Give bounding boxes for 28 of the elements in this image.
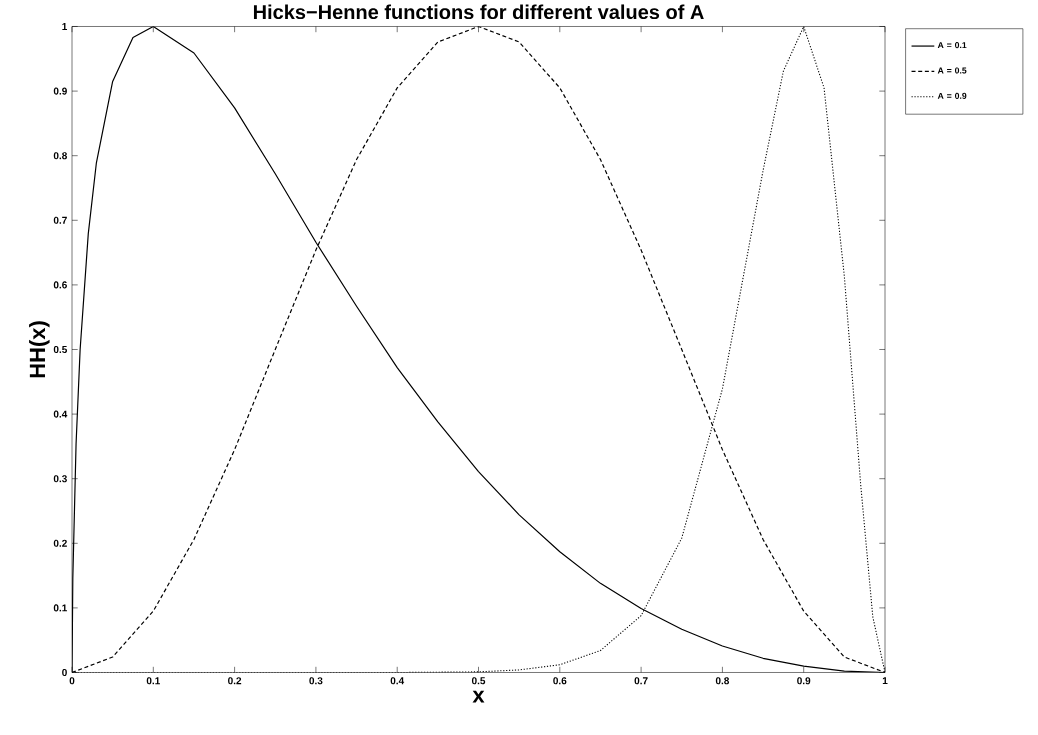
x-tick-label: 0.5 <box>471 677 486 685</box>
x-tick-label: 0.4 <box>390 677 405 685</box>
chart-title: Hicks−Henne functions for different values of A <box>253 4 704 20</box>
x-tick-label: 0.3 <box>309 677 323 685</box>
y-tick-label: 0.6 <box>53 281 67 289</box>
x-tick-label: 0.6 <box>553 677 567 685</box>
x-tick-label: 0.9 <box>797 677 811 685</box>
y-tick-label: 0.5 <box>53 346 68 354</box>
x-tick-label: 1 <box>882 677 888 685</box>
y-tick-label: 0 <box>62 669 67 677</box>
legend-label: A = 0.9 <box>937 93 967 100</box>
y-tick-label: 0.2 <box>53 540 67 548</box>
y-tick-label: 0.1 <box>53 604 68 612</box>
y-axis-title: HH(x) <box>29 321 50 378</box>
x-tick-label: 0.1 <box>146 677 160 685</box>
x-axis-title: x <box>472 691 485 703</box>
y-tick-label: 0.4 <box>53 410 68 418</box>
x-tick-label: 0.7 <box>634 677 648 685</box>
y-tick-label: 0.7 <box>53 217 67 225</box>
x-tick-label: 0.8 <box>715 677 730 685</box>
y-tick-label: 0.8 <box>53 152 67 160</box>
y-tick-label: 1 <box>62 23 68 31</box>
y-tick-label: 0.3 <box>53 475 67 483</box>
legend-label: A = 0.1 <box>937 42 967 49</box>
x-tick-label: 0.2 <box>228 677 242 685</box>
legend-label: A = 0.5 <box>937 67 967 74</box>
y-tick-label: 0.9 <box>53 87 67 95</box>
x-tick-label: 0 <box>69 677 75 685</box>
